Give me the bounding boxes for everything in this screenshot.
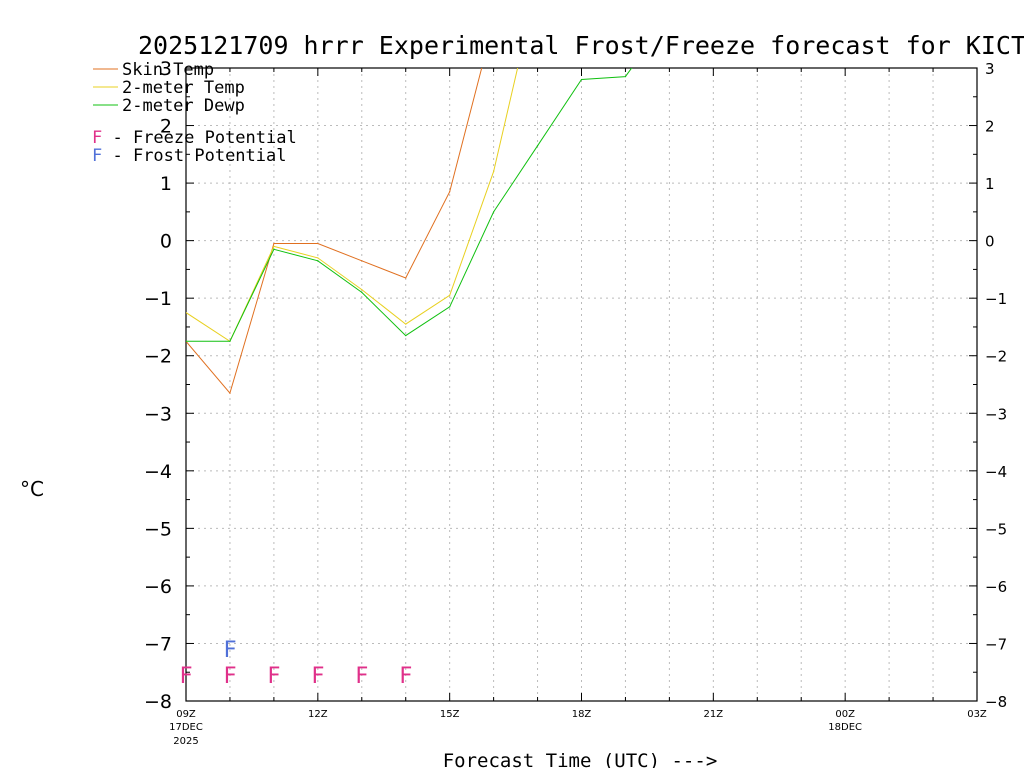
x-axis-label: Forecast Time (UTC) ---> xyxy=(443,750,718,768)
series-2-meter-temp-point xyxy=(361,288,363,291)
x-tick-label: 21Z xyxy=(704,709,724,720)
series-2-meter-temp-point xyxy=(186,311,187,314)
legend-2m-dewp: 2-meter Dewp xyxy=(122,96,245,116)
y-tick-label-right: −6 xyxy=(985,578,1007,596)
y-tick-label-right: −8 xyxy=(985,693,1007,711)
series-skin-temp-point xyxy=(405,277,407,279)
y-tick-label-left: 0 xyxy=(160,231,172,253)
y-tick-label-right: −1 xyxy=(985,290,1007,308)
legend-frost-letter: F xyxy=(92,146,102,166)
y-tick-label-right: −3 xyxy=(985,405,1007,423)
x-tick-sublabel: 18DEC xyxy=(828,722,862,733)
series-skin-temp-point xyxy=(449,191,451,193)
legend-freeze-text: - Freeze Potential xyxy=(102,128,296,148)
y-tick-label-left: −1 xyxy=(144,288,172,310)
frost-potential-marker: F xyxy=(223,638,236,663)
y-tick-label-left: −5 xyxy=(144,518,172,540)
y-tick-label-left: −2 xyxy=(144,346,172,368)
legend-freeze-letter: F xyxy=(92,128,102,148)
x-tick-sublabel-year: 2025 xyxy=(173,736,198,747)
freeze-potential-marker: F xyxy=(399,664,412,689)
y-tick-label-right: −5 xyxy=(985,520,1007,538)
x-tick-label: 03Z xyxy=(967,709,987,720)
series-2-meter-dewp-point xyxy=(317,260,319,262)
series-2-meter-dewp-point xyxy=(624,76,627,78)
y-axis: 3 3 2 2 1 1 0 0 −1 −1 −2 −2 −3 −3 −4 −4 −5 −5 −6 −6 −7 −7 −8 −8 xyxy=(144,58,1007,713)
x-tick-label: 18Z xyxy=(572,709,592,720)
y-tick-label-left: 3 xyxy=(160,58,172,80)
series-skin-temp-point xyxy=(493,21,494,22)
y-tick-label-left: −7 xyxy=(144,633,172,655)
freeze-potential-marker: F xyxy=(355,664,368,689)
x-axis: 09Z 17DEC 2025 12Z 15Z 18Z 21Z 00Z 18DEC 03Z xyxy=(169,68,987,747)
series-2-meter-dewp-point xyxy=(493,211,495,213)
y-tick-label-left: −4 xyxy=(144,461,172,483)
y-tick-label-right: −2 xyxy=(985,348,1007,366)
chart-title: 2025121709 hrrr Experimental Frost/Freez… xyxy=(138,31,1024,60)
series-2-meter-temp-point xyxy=(449,294,451,296)
freeze-potential-marker: F xyxy=(179,664,192,689)
series-2-meter-temp-point xyxy=(317,257,319,259)
series-2-meter-dewp-point xyxy=(669,16,670,17)
series-2-meter-temp-point xyxy=(405,323,407,325)
potential-markers: F F F F F FF xyxy=(179,638,412,689)
series-skin-temp-point xyxy=(273,242,275,245)
svg-text:F - Frost Potential: F - Frost Potential xyxy=(92,146,286,166)
y-tick-label-right: 2 xyxy=(985,118,995,136)
series-skin-temp xyxy=(186,68,483,395)
series-lines xyxy=(186,16,670,395)
plot-frame xyxy=(185,67,978,702)
svg-text:F - Freeze Potential: F - Freeze Potential xyxy=(92,128,297,148)
legend-2m-temp: 2-meter Temp xyxy=(122,78,245,98)
y-axis-label: °C xyxy=(20,477,44,501)
y-tick-label-right: −4 xyxy=(985,463,1007,481)
y-tick-label-right: 0 xyxy=(985,233,995,251)
y-tick-label-right: 3 xyxy=(985,60,995,78)
legend: Skin Temp 2-meter Temp 2-meter Dewp F - … xyxy=(92,60,297,166)
y-tick-label-right: −7 xyxy=(985,635,1007,653)
series-2-meter-dewp-point xyxy=(361,291,363,294)
series-2-meter-dewp-point xyxy=(405,334,407,337)
legend-skin-temp: Skin Temp xyxy=(122,60,214,80)
series-2-meter-dewp-point xyxy=(186,340,187,342)
freeze-potential-marker: F xyxy=(267,664,280,689)
y-tick-label-left: −3 xyxy=(144,403,172,425)
series-2-meter-dewp xyxy=(186,68,633,342)
x-tick-sublabel: 17DEC xyxy=(169,722,203,733)
x-tick-label: 15Z xyxy=(440,709,460,720)
series-2-meter-dewp-point xyxy=(229,340,231,342)
grid xyxy=(186,68,977,701)
series-2-meter-dewp-point xyxy=(536,145,539,147)
freeze-potential-marker: F xyxy=(311,664,324,689)
series-2-meter-dewp-point xyxy=(449,306,451,308)
series-skin-temp-point xyxy=(317,242,319,245)
freeze-potential-marker: F xyxy=(223,664,236,689)
x-tick-label: 00Z xyxy=(835,709,855,720)
x-tick-label: 12Z xyxy=(308,709,328,720)
y-tick-label-left: −8 xyxy=(144,691,172,713)
y-tick-label-left: −6 xyxy=(144,576,172,598)
series-2-meter-dewp-point xyxy=(580,78,583,81)
series-2-meter-dewp-point xyxy=(273,248,275,250)
series-2-meter-temp-point xyxy=(493,170,495,173)
y-tick-label-left: 2 xyxy=(160,116,172,138)
series-skin-temp-point xyxy=(229,392,231,394)
y-tick-label-left: 1 xyxy=(160,173,172,195)
series-skin-temp-point xyxy=(361,260,363,262)
legend-frost-text: - Frost Potential xyxy=(102,146,286,166)
x-tick-label: 09Z xyxy=(176,709,196,720)
series-2-meter-temp-point xyxy=(273,245,275,247)
y-tick-label-right: 1 xyxy=(985,175,995,193)
